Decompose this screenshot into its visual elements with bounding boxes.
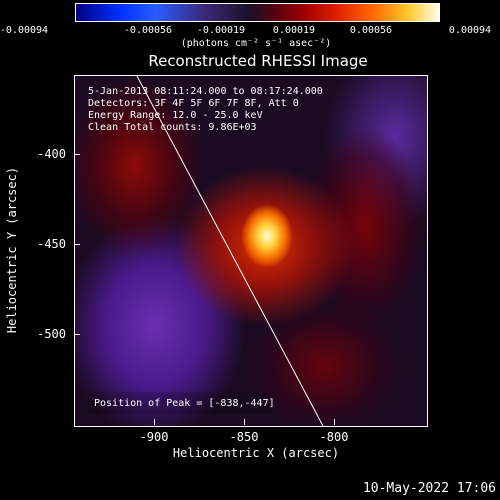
plot-title: Reconstructed RHESSI Image [148,52,368,70]
x-tick-label: -800 [319,430,349,444]
y-axis-label: Heliocentric Y (arcsec) [5,166,19,334]
y-tick-label: -500 [37,327,66,341]
colorbar-tick-label: 0.00094 [448,25,492,36]
y-tick-mark [74,154,80,155]
energy-range-label: Energy Range: 12.0 - 25.0 keV [88,110,263,121]
peak-position-label: Position of Peak = [-838,-447] [94,398,275,409]
colorbar-tick-label: 0.00019 [272,25,316,36]
x-tick-mark [244,419,245,425]
colorbar-units: (photons cm⁻² s⁻¹ asec⁻²) [180,38,332,49]
x-tick-label: -850 [229,430,259,444]
limb-line [136,76,324,426]
colorbar [75,3,440,22]
clean-counts-label: Clean Total counts: 9.86E+03 [88,122,257,133]
x-tick-label: -900 [139,430,169,444]
y-tick-label: -400 [37,147,66,161]
colorbar-tick-label: 0.00056 [349,25,393,36]
timestamp: 10-May-2022 17:06 [362,481,496,496]
peak-box [88,392,272,414]
x-tick-mark [154,419,155,425]
x-tick-mark [334,419,335,425]
colorbar-tick-label: -0.00019 [196,25,246,36]
time-range-label: 5-Jan-2013 08:11:24.000 to 08:17:24.000 [88,86,323,97]
y-tick-label: -450 [37,237,66,251]
y-tick-mark [74,244,80,245]
colorbar-tick-label: -0.00094 [0,25,49,36]
colorbar-tick-label: -0.00056 [123,25,173,36]
rhessi-image [74,75,428,427]
y-tick-mark [74,334,80,335]
detectors-label: Detectors: 3F 4F 5F 6F 7F 8F, Att 0 [88,98,299,109]
x-axis-label: Heliocentric X (arcsec) [172,446,340,460]
